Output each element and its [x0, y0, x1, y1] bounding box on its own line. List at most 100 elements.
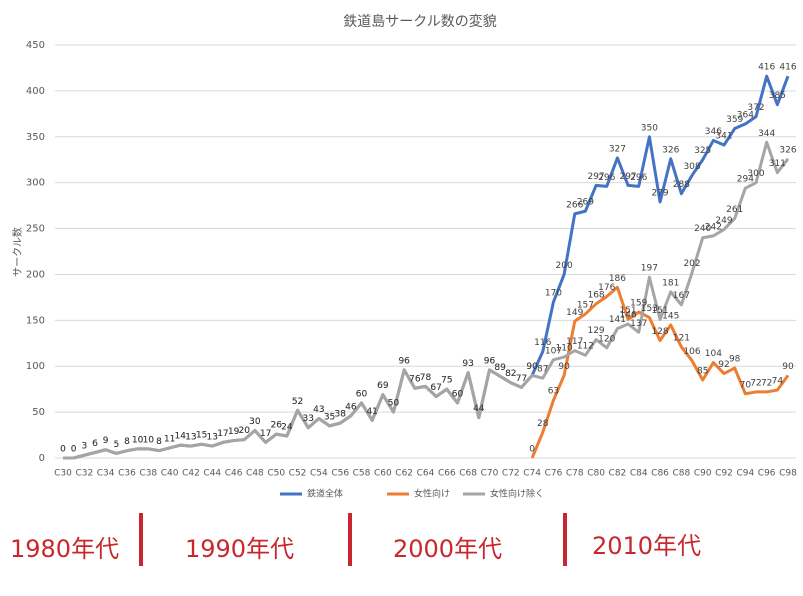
- data-label: 17: [217, 429, 228, 439]
- data-label: 63: [548, 387, 559, 397]
- era-label: 1980年代: [10, 535, 119, 563]
- data-label: 41: [366, 407, 377, 417]
- data-label: 296: [598, 173, 615, 183]
- x-tick-label: C32: [75, 469, 93, 479]
- data-label: 346: [705, 127, 722, 137]
- data-label: 176: [598, 283, 615, 293]
- series-line: [530, 285, 790, 459]
- data-label: 170: [545, 288, 562, 298]
- data-label: 26: [271, 421, 283, 431]
- data-label: 24: [281, 422, 293, 432]
- data-label: 146: [619, 311, 636, 321]
- y-tick-label: 350: [26, 132, 45, 143]
- data-label: 67: [430, 383, 441, 393]
- data-label: 13: [207, 433, 218, 443]
- data-label: 344: [758, 129, 775, 139]
- data-label: 52: [292, 397, 303, 407]
- data-label: 359: [726, 115, 743, 125]
- data-label: 50: [388, 399, 400, 409]
- legend-label: 女性向け除く: [490, 488, 544, 500]
- data-label: 96: [398, 356, 410, 366]
- data-label: 24: [281, 422, 293, 432]
- data-label: 90: [558, 362, 570, 372]
- data-label: 38: [334, 410, 346, 420]
- x-tick-label: C80: [587, 469, 605, 479]
- legend-label: 女性向け: [414, 488, 450, 500]
- data-label: 266: [566, 200, 583, 210]
- era-label: 1990年代: [185, 535, 294, 563]
- y-tick-label: 250: [26, 224, 45, 235]
- data-label: 60: [452, 389, 464, 399]
- data-label: 78: [420, 373, 432, 383]
- data-label: 77: [516, 374, 527, 384]
- data-label: 181: [662, 278, 679, 288]
- data-label: 159: [630, 299, 647, 309]
- data-label: 240: [694, 224, 711, 234]
- data-label: 52: [292, 397, 303, 407]
- data-label: 30: [249, 417, 261, 427]
- x-tick-label: C50: [267, 469, 285, 479]
- data-label: 168: [587, 290, 604, 300]
- data-label: 44: [473, 404, 485, 414]
- x-tick-label: C96: [758, 469, 776, 479]
- x-tick-label: C40: [161, 469, 179, 479]
- data-label: 96: [484, 356, 496, 366]
- data-label: 6: [92, 439, 98, 449]
- data-label: 60: [356, 389, 368, 399]
- data-label: 89: [494, 363, 506, 373]
- data-label: 121: [673, 333, 690, 343]
- y-tick-label: 300: [26, 178, 45, 189]
- data-label: 87: [537, 365, 548, 375]
- data-label: 153: [641, 304, 658, 314]
- data-label: 10: [143, 435, 155, 445]
- data-label: 41: [366, 407, 377, 417]
- data-label: 70: [740, 380, 752, 390]
- x-tick-label: C52: [289, 469, 307, 479]
- x-tick-label: C36: [118, 469, 136, 479]
- x-tick-label: C46: [225, 469, 243, 479]
- x-tick-label: C66: [438, 469, 456, 479]
- data-label: 8: [124, 437, 130, 447]
- data-label: 30: [249, 417, 261, 427]
- data-label: 93: [462, 359, 473, 369]
- data-label: 3: [81, 442, 87, 452]
- data-label: 129: [587, 326, 604, 336]
- x-tick-label: C64: [417, 469, 435, 479]
- data-label: 93: [462, 359, 473, 369]
- data-label: 75: [441, 376, 452, 386]
- data-label: 261: [726, 205, 743, 215]
- data-label: 106: [683, 347, 700, 357]
- data-label: 60: [356, 389, 368, 399]
- data-label: 197: [641, 264, 658, 274]
- data-label: 44: [473, 404, 485, 414]
- data-label: 77: [516, 374, 527, 384]
- x-tick-label: C38: [139, 469, 157, 479]
- data-label: 10: [143, 435, 155, 445]
- x-tick-label: C62: [395, 469, 413, 479]
- data-label: 85: [697, 366, 708, 376]
- data-label: 74: [772, 377, 784, 387]
- data-label: 341: [715, 132, 732, 142]
- data-label: 294: [737, 175, 754, 185]
- data-label: 14: [175, 432, 187, 442]
- data-label: 17: [260, 429, 271, 439]
- data-label: 20: [239, 426, 251, 436]
- x-tick-label: C94: [736, 469, 754, 479]
- data-label: 112: [577, 342, 594, 352]
- data-label: 17: [217, 429, 228, 439]
- data-label: 385: [769, 91, 786, 101]
- data-label: 249: [715, 216, 732, 226]
- data-label: 308: [683, 162, 700, 172]
- series-line: [63, 140, 790, 460]
- data-label: 19: [228, 427, 240, 437]
- data-label: 19: [228, 427, 240, 437]
- data-label: 149: [566, 308, 583, 318]
- data-label: 96: [398, 356, 410, 366]
- y-tick-label: 450: [26, 40, 45, 51]
- data-label: 72: [750, 378, 761, 388]
- x-tick-label: C72: [502, 469, 520, 479]
- data-label: 0: [71, 445, 77, 455]
- data-label: 28: [537, 419, 549, 429]
- data-label: 46: [345, 402, 357, 412]
- x-tick-label: C70: [481, 469, 499, 479]
